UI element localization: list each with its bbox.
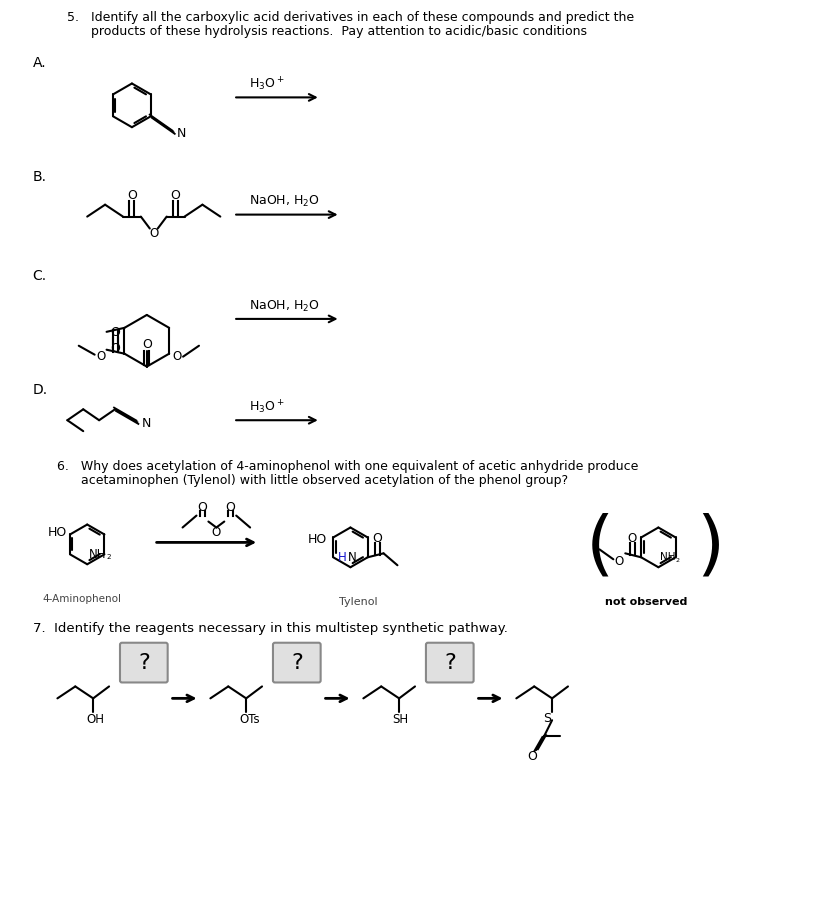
FancyBboxPatch shape: [273, 643, 321, 683]
Text: O: O: [197, 501, 207, 514]
Text: O: O: [225, 501, 235, 514]
Text: O: O: [172, 350, 182, 363]
Text: not observed: not observed: [606, 597, 688, 607]
Text: NaOH, $\mathregular{H_2O}$: NaOH, $\mathregular{H_2O}$: [249, 299, 320, 313]
Text: products of these hydrolysis reactions.  Pay attention to acidic/basic condition: products of these hydrolysis reactions. …: [67, 25, 587, 38]
Text: ): ): [696, 513, 724, 582]
Text: (: (: [586, 513, 614, 582]
Text: A.: A.: [32, 55, 46, 70]
Text: OTs: OTs: [239, 713, 260, 725]
Text: NaOH, $\mathregular{H_2O}$: NaOH, $\mathregular{H_2O}$: [249, 194, 320, 209]
Text: NH: NH: [89, 548, 107, 561]
Text: O: O: [212, 526, 221, 539]
Text: S: S: [543, 712, 551, 725]
Text: N: N: [142, 417, 151, 429]
FancyBboxPatch shape: [120, 643, 167, 683]
Text: O: O: [96, 350, 105, 363]
Text: H: H: [338, 551, 347, 564]
Text: NH: NH: [661, 552, 676, 562]
Text: B.: B.: [32, 170, 47, 183]
Text: N: N: [348, 551, 357, 564]
Text: ?: ?: [138, 653, 150, 673]
Text: $\mathregular{_2}$: $\mathregular{_2}$: [106, 552, 112, 562]
Text: $\mathregular{_2}$: $\mathregular{_2}$: [676, 556, 681, 565]
Text: acetaminophen (Tylenol) with little observed acetylation of the phenol group?: acetaminophen (Tylenol) with little obse…: [57, 474, 569, 488]
Text: $\mathregular{H_3O^+}$: $\mathregular{H_3O^+}$: [249, 75, 285, 94]
Text: O: O: [527, 751, 537, 764]
Text: ?: ?: [444, 653, 456, 673]
Text: ?: ?: [291, 653, 302, 673]
FancyBboxPatch shape: [426, 643, 474, 683]
Text: OH: OH: [87, 713, 104, 725]
Text: SH: SH: [392, 713, 408, 725]
Text: 7.  Identify the reagents necessary in this multistep synthetic pathway.: 7. Identify the reagents necessary in th…: [32, 622, 507, 636]
Text: O: O: [111, 326, 121, 340]
Text: O: O: [142, 339, 152, 351]
Text: 5.   Identify all the carboxylic acid derivatives in each of these compounds and: 5. Identify all the carboxylic acid deri…: [67, 12, 635, 25]
Text: O: O: [615, 555, 624, 568]
Text: C.: C.: [32, 269, 47, 283]
Text: O: O: [372, 532, 382, 545]
Text: O: O: [127, 189, 137, 202]
Text: 4-Aminophenol: 4-Aminophenol: [42, 594, 122, 604]
Text: O: O: [111, 342, 121, 355]
Text: HO: HO: [307, 533, 327, 546]
Text: 6.   Why does acetylation of 4-aminophenol with one equivalent of acetic anhydri: 6. Why does acetylation of 4-aminophenol…: [57, 460, 639, 473]
Text: HO: HO: [48, 526, 67, 539]
Text: O: O: [627, 532, 637, 545]
Text: N: N: [177, 127, 186, 140]
Text: O: O: [149, 227, 158, 240]
Text: Tylenol: Tylenol: [339, 597, 377, 607]
Text: O: O: [171, 189, 181, 202]
Text: $\mathregular{H_3O^+}$: $\mathregular{H_3O^+}$: [249, 399, 285, 416]
Text: D.: D.: [32, 383, 47, 398]
